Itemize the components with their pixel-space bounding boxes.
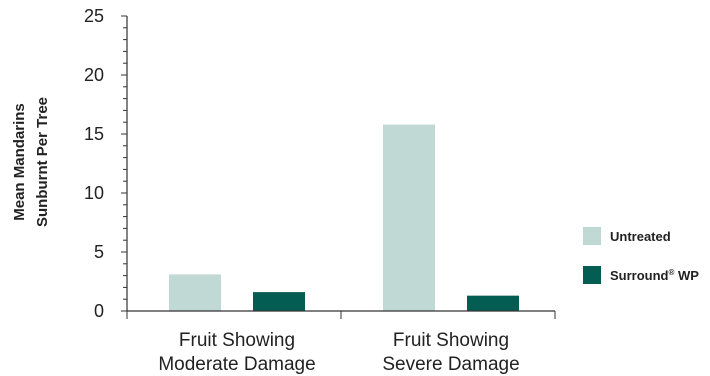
legend-swatch <box>583 266 601 284</box>
y-tick-label: 15 <box>84 124 104 144</box>
x-category-label: Fruit Showing Moderate Damage <box>158 330 315 375</box>
y-axis-title-line-1: Mean Mandarins <box>11 103 28 221</box>
x-category-label: Fruit Showing Severe Damage <box>382 330 519 375</box>
legend-label: Surround® WP <box>610 268 699 283</box>
y-tick-label: 0 <box>94 301 104 321</box>
x-axis: Fruit Showing Moderate Damage Fruit Showin… <box>126 310 556 375</box>
bar <box>169 274 221 311</box>
y-tick-label: 10 <box>84 183 104 203</box>
y-tick-label: 25 <box>84 6 104 26</box>
bar <box>383 124 435 311</box>
legend-label: Untreated <box>610 229 671 244</box>
bar <box>467 295 519 311</box>
legend-swatch <box>583 227 601 245</box>
y-tick-label: 5 <box>94 242 104 262</box>
y-axis: 0 5 10 15 20 25 <box>84 6 128 321</box>
y-tick-label: 20 <box>84 65 104 85</box>
y-axis-title-line-2: Sunburnt Per Tree <box>34 97 51 227</box>
bar <box>253 292 305 311</box>
y-axis-title: Mean Mandarins Sunburnt Per Tree <box>11 97 51 227</box>
legend: Untreated Surround® WP <box>583 227 699 284</box>
bars <box>169 124 519 311</box>
